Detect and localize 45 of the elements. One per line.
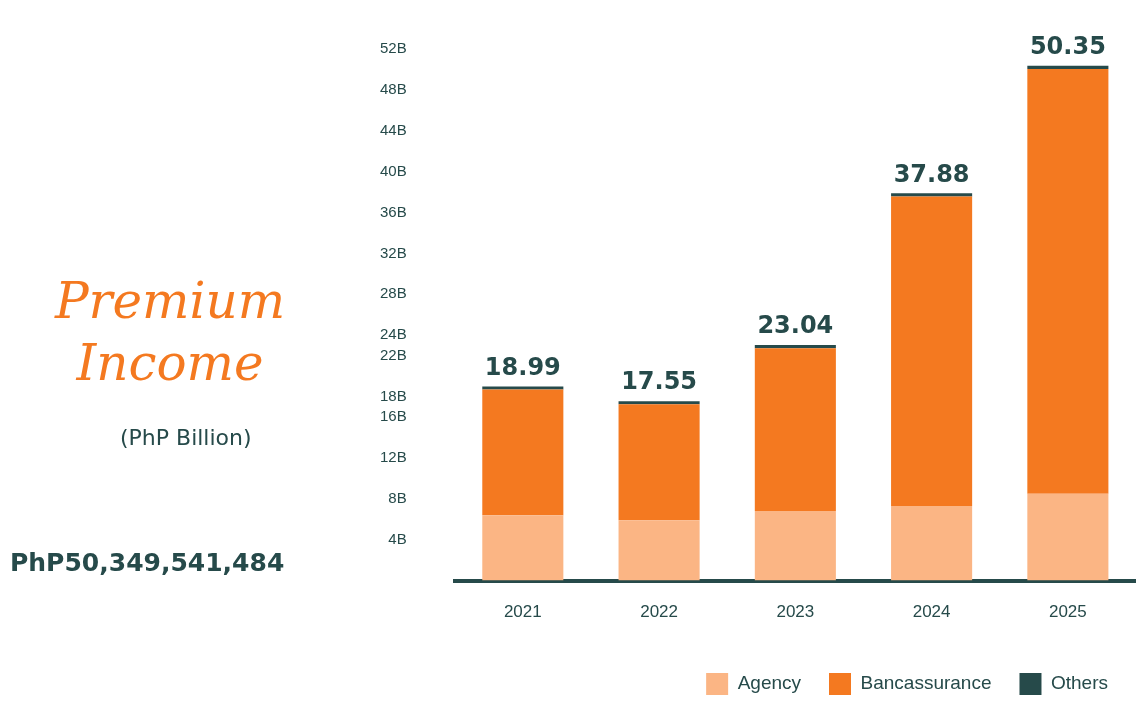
- bar: [891, 193, 973, 197]
- text: (PhP Billion): [120, 425, 252, 450]
- text: Premium Income: [53, 271, 287, 394]
- total-label: 18.99: [484, 352, 561, 381]
- bar: [1027, 493, 1109, 581]
- bar: [891, 196, 973, 506]
- bar: [754, 345, 836, 349]
- x-tick-label: 2022: [640, 602, 678, 622]
- x-tick-label: 2025: [1048, 602, 1087, 622]
- total-label: 23.04: [757, 311, 834, 340]
- bar: [482, 386, 564, 390]
- y-tick-label: 22B: [379, 345, 407, 363]
- y-tick-label: 44B: [379, 120, 407, 138]
- bar: [891, 505, 973, 581]
- x-tick-label: 2024: [912, 602, 951, 622]
- bar: [1027, 68, 1109, 494]
- bar: [1027, 65, 1109, 69]
- legend-label: Bancassurance: [860, 672, 992, 694]
- y-tick-label: 32B: [379, 243, 407, 261]
- x-tick-label: 2023: [776, 602, 815, 622]
- legend-label: Agency: [737, 672, 802, 694]
- y-tick-label: 36B: [379, 202, 407, 220]
- bar: [754, 348, 836, 512]
- total-label: 37.88: [893, 159, 970, 188]
- text: PhP50,349,541,484: [10, 548, 285, 577]
- legend-label: Others: [1050, 672, 1109, 694]
- bar: [618, 520, 700, 581]
- y-tick-label: 28B: [379, 284, 407, 302]
- y-tick-label: 40B: [379, 161, 407, 179]
- total-label: 50.35: [1029, 32, 1106, 61]
- total-label: 17.55: [621, 367, 698, 396]
- bar: [618, 401, 700, 405]
- bar: [482, 389, 564, 516]
- y-tick-label: 4B: [388, 529, 407, 547]
- y-tick-label: 18B: [379, 386, 407, 404]
- bar: [482, 515, 564, 581]
- bar: [754, 511, 836, 581]
- x-tick-label: 2021: [503, 602, 542, 622]
- y-tick-label: 24B: [379, 325, 407, 343]
- y-tick-label: 8B: [388, 488, 407, 506]
- y-tick-label: 52B: [379, 39, 407, 57]
- y-tick-label: 48B: [379, 80, 407, 98]
- y-tick-label: 16B: [379, 407, 407, 425]
- y-tick-label: 12B: [379, 448, 407, 466]
- bar: [618, 404, 700, 521]
